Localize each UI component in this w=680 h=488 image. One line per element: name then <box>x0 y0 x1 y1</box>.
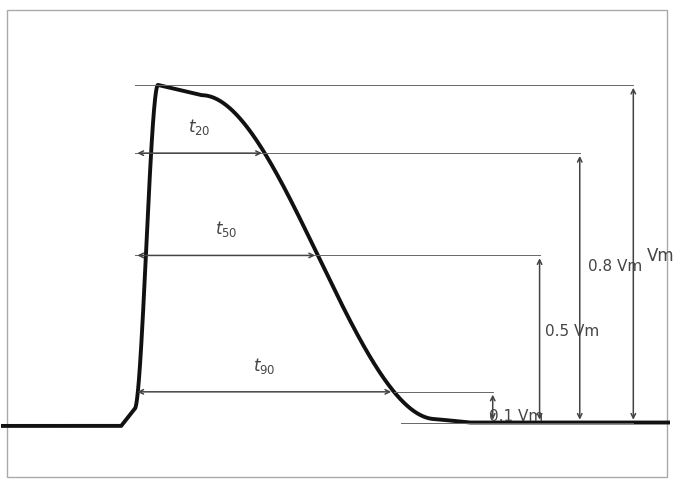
Text: $t_{90}$: $t_{90}$ <box>253 355 275 375</box>
Text: 0.8 Vm: 0.8 Vm <box>588 259 642 274</box>
Text: 0.1 Vm: 0.1 Vm <box>490 408 543 423</box>
Text: 0.5 Vm: 0.5 Vm <box>545 323 599 338</box>
Text: $t_{50}$: $t_{50}$ <box>215 219 237 239</box>
Text: Vm: Vm <box>647 247 675 265</box>
Text: $t_{20}$: $t_{20}$ <box>188 117 211 137</box>
